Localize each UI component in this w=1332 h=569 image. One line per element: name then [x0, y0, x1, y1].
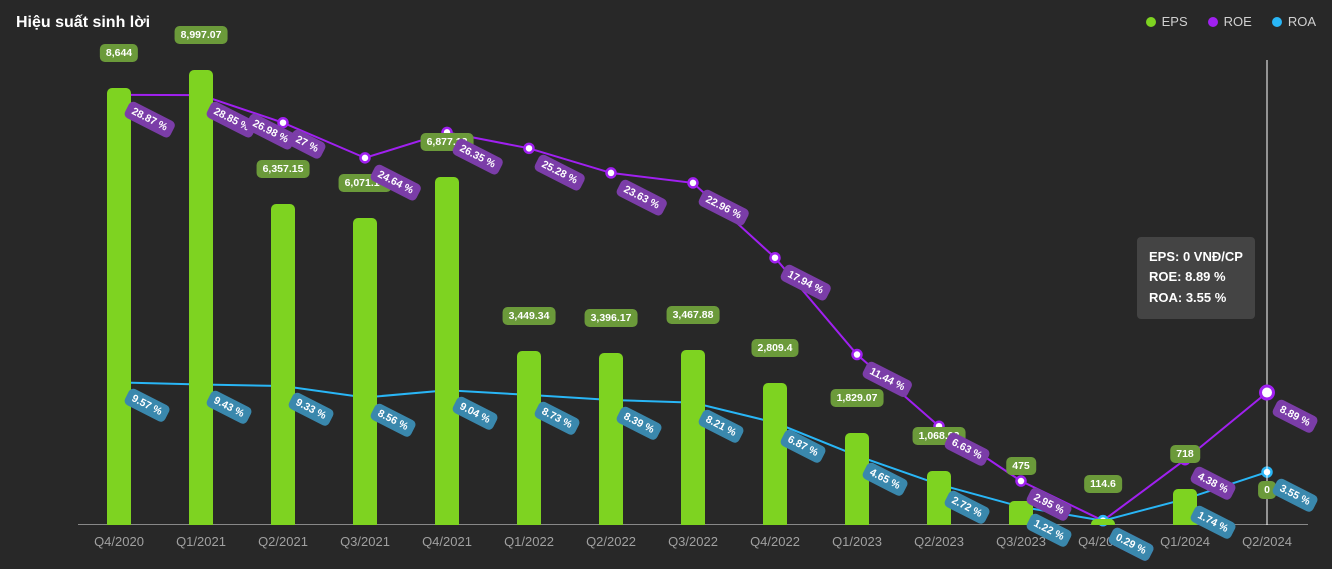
x-axis-label: Q2/2021 [242, 534, 324, 549]
eps-bar[interactable] [189, 70, 213, 525]
x-axis-label: Q2/2024 [1226, 534, 1308, 549]
x-axis-label: Q2/2023 [898, 534, 980, 549]
eps-bar[interactable] [107, 88, 131, 525]
x-axis-label: Q1/2023 [816, 534, 898, 549]
roe-marker[interactable] [853, 350, 862, 359]
eps-bar-label: 114.6 [1084, 475, 1122, 493]
legend-dot-roe [1208, 17, 1218, 27]
eps-bar[interactable] [599, 353, 623, 525]
roe-marker[interactable] [771, 253, 780, 262]
legend-dot-eps [1146, 17, 1156, 27]
profitability-chart: Hiệu suất sinh lời EPSROEROA Q4/2020Q1/2… [0, 0, 1332, 569]
x-axis-label: Q1/2022 [488, 534, 570, 549]
roe-marker[interactable] [689, 178, 698, 187]
legend-label-roa: ROA [1288, 14, 1316, 29]
x-axis-label: Q3/2021 [324, 534, 406, 549]
roe-marker[interactable] [1017, 477, 1026, 486]
legend-dot-roa [1272, 17, 1282, 27]
tooltip-line: ROE: 8.89 % [1149, 267, 1243, 288]
legend-label-eps: EPS [1162, 14, 1188, 29]
eps-bar[interactable] [435, 177, 459, 525]
eps-bar[interactable] [517, 351, 541, 525]
eps-bar-label: 8,997.07 [175, 26, 228, 44]
tooltip: EPS: 0 VNĐ/CPROE: 8.89 %ROA: 3.55 % [1137, 237, 1255, 319]
eps-bar-label: 718 [1170, 445, 1200, 463]
eps-bar-label: 3,467.88 [667, 306, 720, 324]
eps-bar-label: 2,809.4 [751, 339, 798, 357]
chart-title: Hiệu suất sinh lời [16, 14, 150, 32]
x-axis-label: Q3/2022 [652, 534, 734, 549]
legend-item-roe[interactable]: ROE [1208, 14, 1252, 29]
roa-value-badge: 0.29 % [1107, 526, 1155, 562]
x-axis-label: Q4/2022 [734, 534, 816, 549]
eps-bar[interactable] [763, 383, 787, 525]
roe-marker[interactable] [361, 153, 370, 162]
eps-bar[interactable] [1091, 519, 1115, 525]
x-axis-label: Q4/2020 [78, 534, 160, 549]
roe-marker[interactable] [525, 144, 534, 153]
eps-bar-label: 3,396.17 [585, 309, 638, 327]
plot-area[interactable]: Q4/2020Q1/2021Q2/2021Q3/2021Q4/2021Q1/20… [78, 60, 1308, 525]
eps-bar[interactable] [681, 350, 705, 525]
eps-bar-label: 475 [1006, 457, 1036, 475]
tooltip-line: EPS: 0 VNĐ/CP [1149, 247, 1243, 268]
legend-item-roa[interactable]: ROA [1272, 14, 1316, 29]
eps-bar-label: 8,644 [100, 44, 138, 62]
eps-bar-label: 1,829.07 [831, 389, 884, 407]
legend: EPS ROE ROA [1146, 14, 1316, 29]
tooltip-line: ROA: 3.55 % [1149, 288, 1243, 309]
eps-bar[interactable] [353, 218, 377, 525]
eps-bar[interactable] [271, 204, 295, 525]
x-axis-label: Q4/2021 [406, 534, 488, 549]
legend-label-roe: ROE [1224, 14, 1252, 29]
legend-item-eps[interactable]: EPS [1146, 14, 1188, 29]
x-axis-label: Q1/2021 [160, 534, 242, 549]
roe-marker[interactable] [607, 168, 616, 177]
x-axis-label: Q1/2024 [1144, 534, 1226, 549]
roe-marker-hover [1261, 386, 1274, 399]
eps-bar-label: 3,449.34 [503, 307, 556, 325]
eps-bar-label: 6,357.15 [257, 160, 310, 178]
x-axis-label: Q2/2022 [570, 534, 652, 549]
